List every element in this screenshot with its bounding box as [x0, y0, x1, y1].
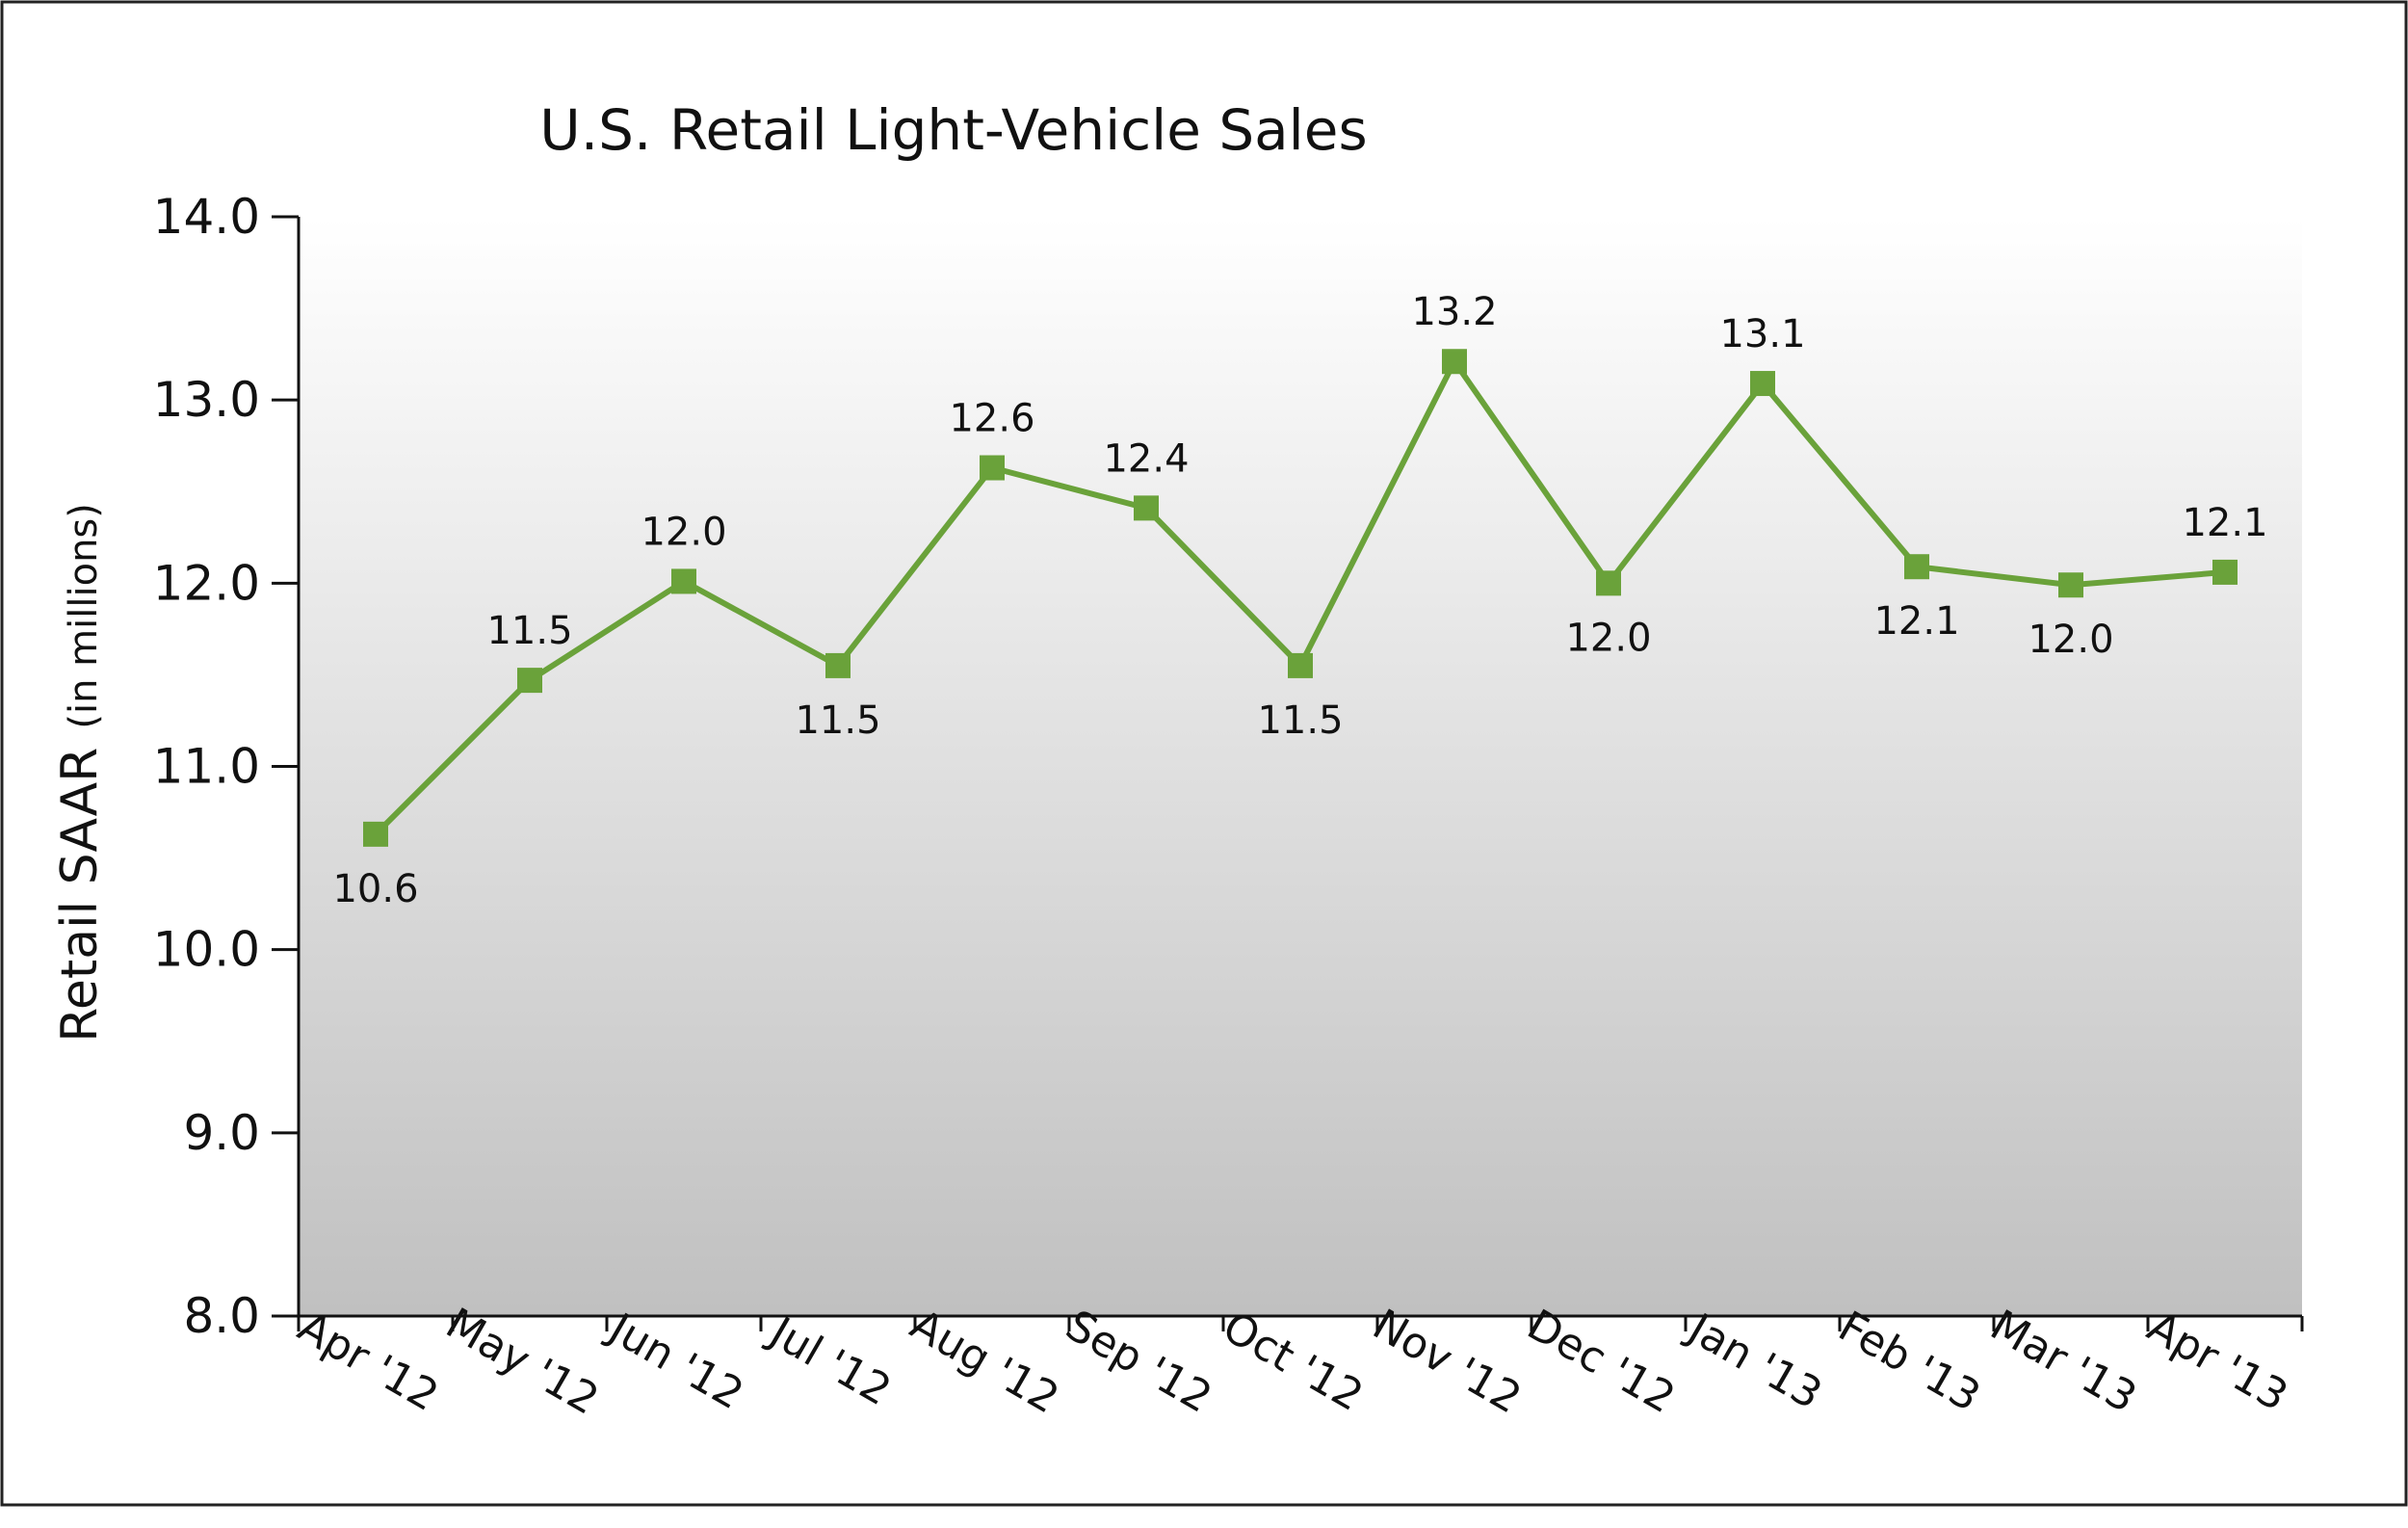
data-label: 12.0 — [641, 510, 726, 554]
y-tick-label: 10.0 — [153, 922, 260, 978]
y-axis-label: Retail SAAR (in millions) — [51, 503, 109, 1042]
data-point-marker — [517, 668, 542, 694]
data-point-marker — [1134, 495, 1159, 521]
data-label: 12.4 — [1103, 436, 1189, 481]
y-tick-label: 12.0 — [153, 555, 260, 611]
data-point-marker — [1288, 652, 1313, 678]
y-axis-ticks: 8.0 9.0 10.0 11.0 12.0 13.0 14.0 — [153, 189, 299, 1344]
data-point-marker — [2212, 559, 2238, 585]
y-axis-label-main: Retail SAAR — [51, 748, 109, 1042]
data-label: 13.2 — [1411, 290, 1497, 334]
y-tick-label: 8.0 — [183, 1288, 260, 1344]
y-tick-label: 13.0 — [153, 372, 260, 428]
y-tick-label: 11.0 — [153, 739, 260, 795]
data-label: 12.0 — [1565, 616, 1651, 660]
data-point-marker — [980, 455, 1005, 481]
plot-background — [299, 217, 2302, 1316]
data-point-marker — [1904, 554, 1929, 580]
svg-text:Retail SAAR (in millions: Retail SAAR (in millions) — [51, 503, 109, 1042]
data-labels: 10.6 11.5 12.0 11.5 12.6 12.4 11.5 13.2 12.0 13.1… — [332, 290, 2267, 911]
data-label: 12.1 — [2182, 501, 2267, 545]
y-axis-label-unit: (in millions) — [62, 503, 106, 728]
chart-title: U.S. Retail Light-Vehicle Sales — [539, 97, 1367, 163]
data-label: 10.6 — [332, 867, 418, 911]
y-tick-label: 9.0 — [183, 1105, 260, 1161]
data-label: 11.5 — [486, 609, 572, 653]
data-point-marker — [1442, 349, 1467, 375]
series-retail-saar — [363, 349, 2238, 847]
data-label: 12.6 — [949, 397, 1034, 441]
data-point-marker — [671, 568, 696, 594]
data-label: 11.5 — [1257, 698, 1343, 743]
data-point-marker — [363, 821, 388, 847]
data-label: 12.1 — [1873, 599, 1959, 644]
data-point-marker — [1596, 570, 1621, 596]
data-label: 12.0 — [2028, 618, 2113, 662]
data-point-marker — [2058, 572, 2083, 598]
data-label: 13.1 — [1719, 312, 1805, 356]
y-tick-label: 14.0 — [153, 189, 260, 245]
data-point-marker — [1750, 371, 1775, 397]
data-label: 11.5 — [795, 698, 880, 743]
data-point-marker — [825, 652, 851, 678]
